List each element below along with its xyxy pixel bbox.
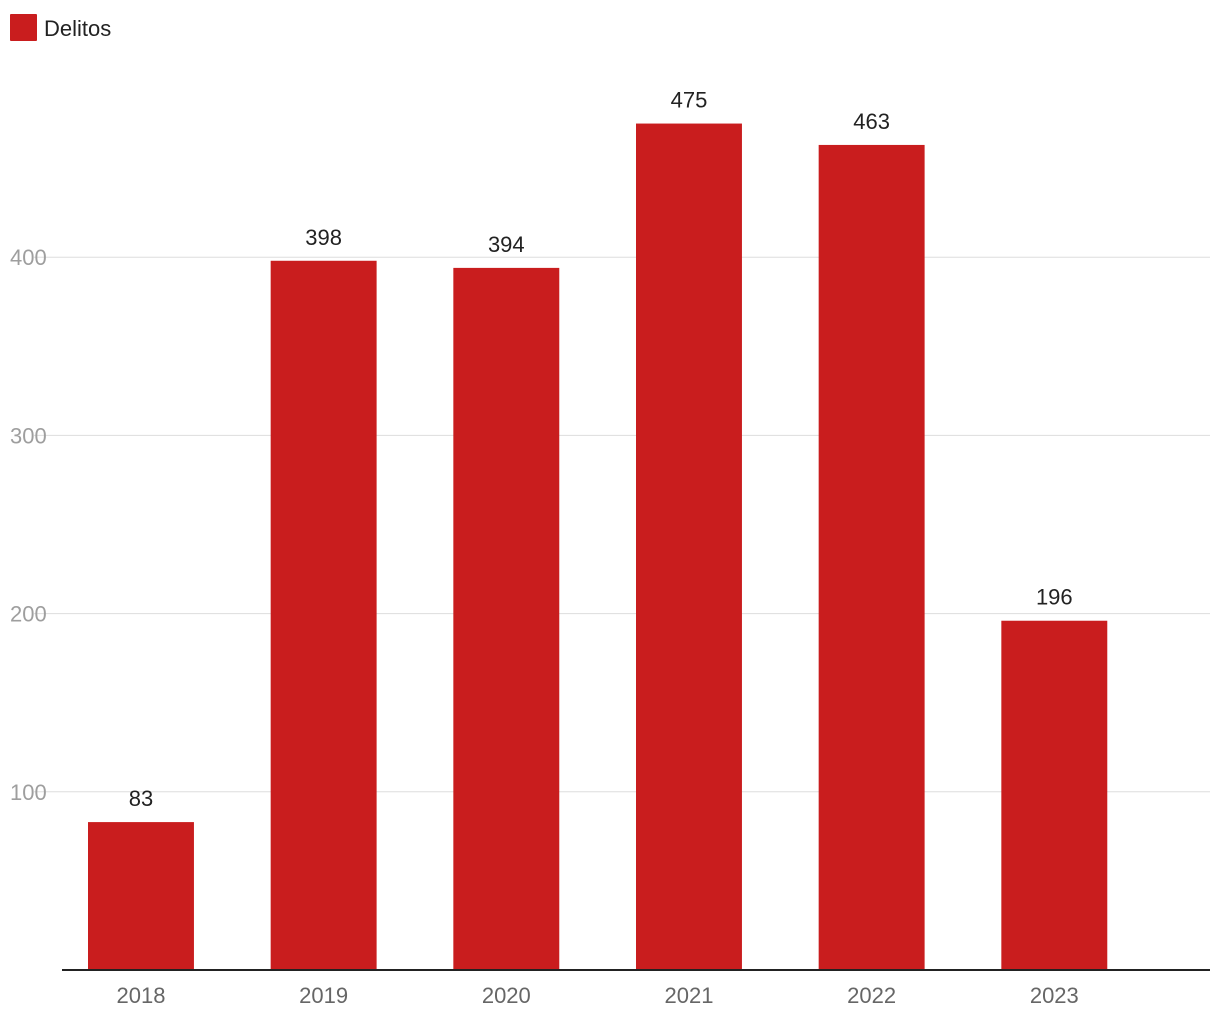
data-label-2021: 475 [671,88,708,113]
data-label-2022: 463 [853,109,890,134]
bar-2018 [88,822,194,970]
bar-2021 [636,123,742,971]
data-label-2020: 394 [488,232,525,257]
y-axis-ticks: 100 200 300 400 [10,245,47,805]
y-tick-label-100: 100 [10,780,47,805]
bar-2023 [1001,620,1108,970]
x-tick-label-2018: 2018 [116,983,165,1008]
legend-label-delitos: Delitos [44,16,111,41]
data-label-2019: 398 [305,225,342,250]
x-tick-label-2020: 2020 [482,983,531,1008]
y-tick-label-400: 400 [10,245,47,270]
legend: Delitos [10,14,111,41]
y-tick-label-300: 300 [10,423,47,448]
legend-swatch [10,14,37,41]
x-tick-label-2021: 2021 [664,983,713,1008]
bar-2020 [453,267,560,971]
data-label-2018: 83 [129,786,153,811]
x-tick-label-2019: 2019 [299,983,348,1008]
bars [88,123,1108,971]
x-tick-label-2022: 2022 [847,983,896,1008]
data-label-2023: 196 [1036,585,1073,610]
data-labels: 83 398 394 475 463 196 [129,88,1073,812]
x-axis-ticks: 2018 2019 2020 2021 2022 2023 [116,983,1078,1008]
bar-2022 [818,144,925,970]
y-tick-label-200: 200 [10,602,47,627]
x-tick-label-2023: 2023 [1030,983,1079,1008]
bar-2019 [270,260,377,970]
